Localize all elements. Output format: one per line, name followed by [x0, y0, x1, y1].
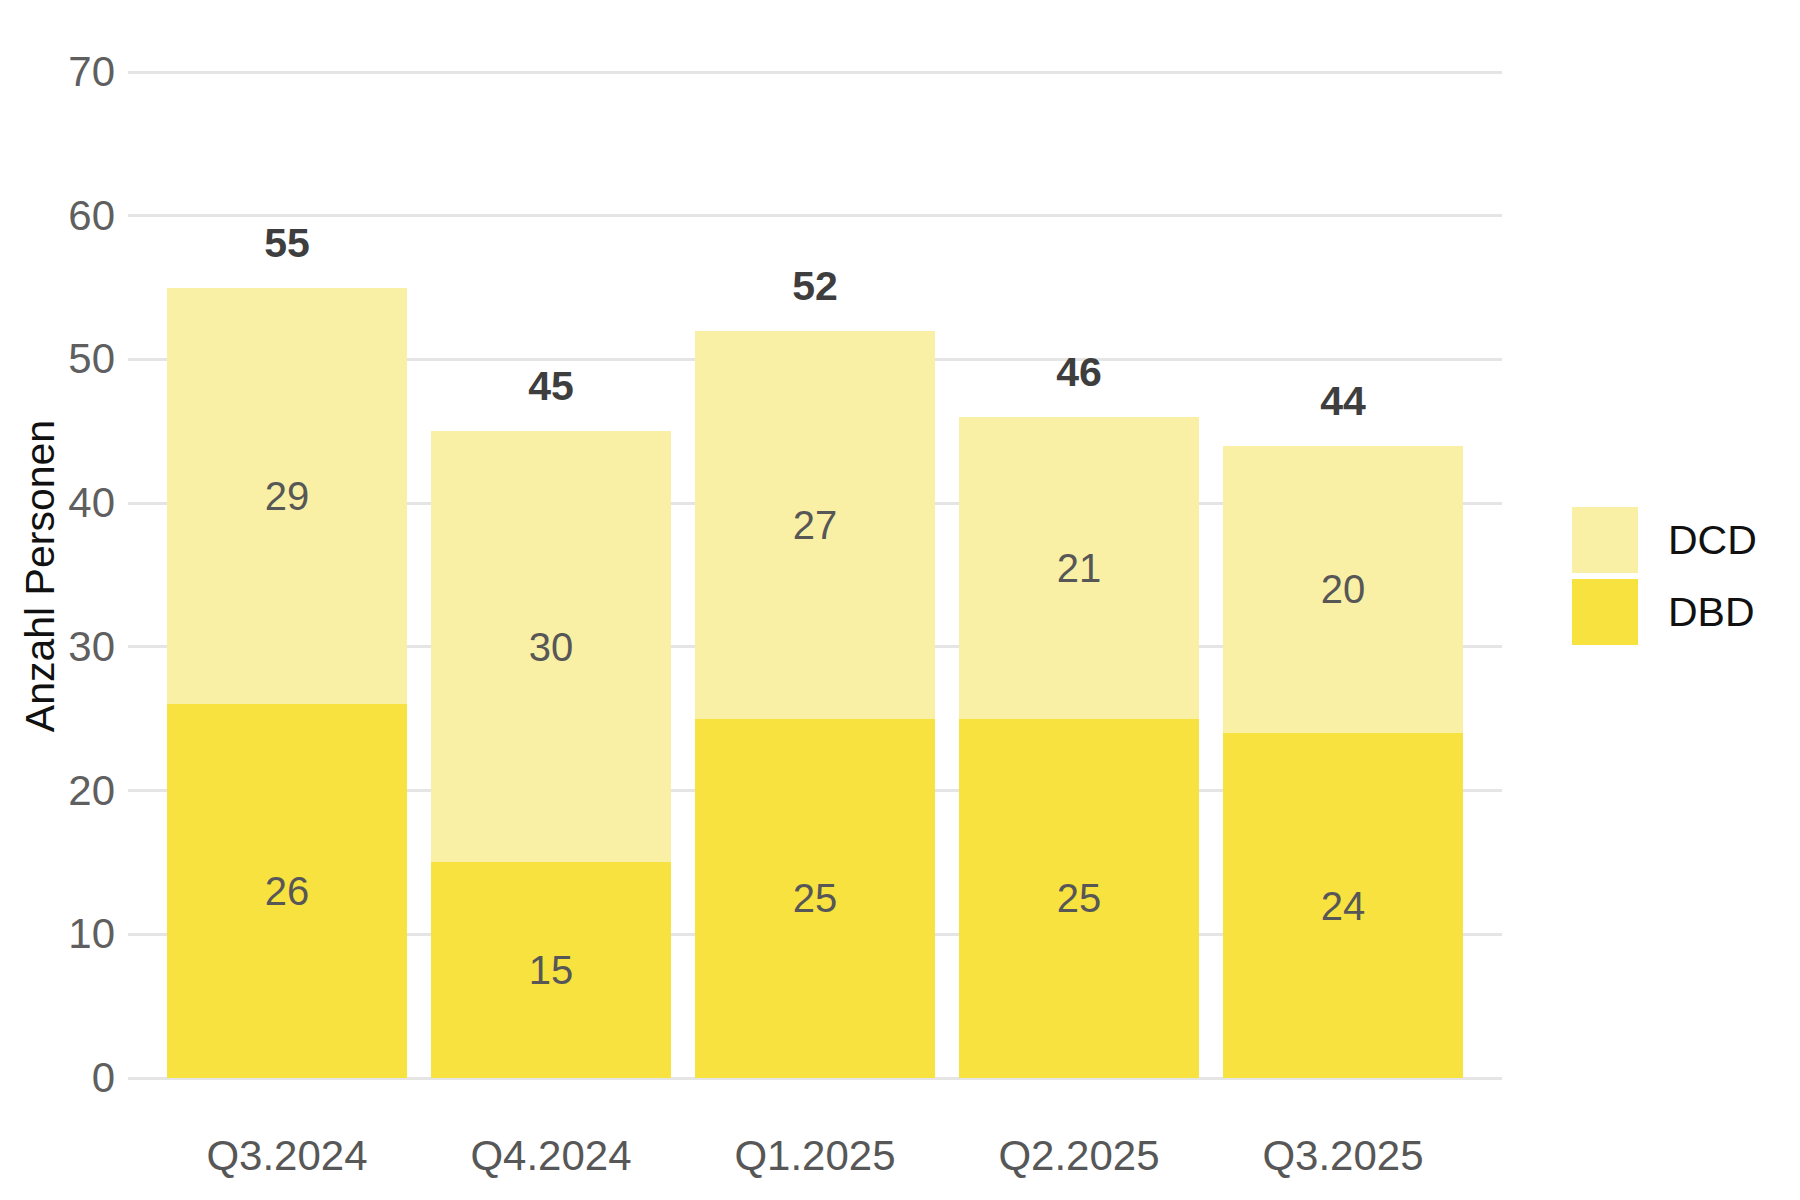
bar-value-label-dcd: 29 — [167, 470, 407, 522]
y-tick-label: 0 — [10, 1052, 115, 1104]
x-tick-label: Q3.2024 — [137, 1130, 437, 1182]
x-tick-label: Q3.2025 — [1193, 1130, 1493, 1182]
y-axis-title: Anzahl Personen — [17, 420, 64, 732]
legend-entry-dcd: DCD — [1572, 507, 1757, 573]
legend-label: DCD — [1668, 507, 1757, 573]
y-tick-label: 50 — [10, 333, 115, 385]
bar-value-label-dbd: 15 — [431, 944, 671, 996]
bar-value-label-dcd: 21 — [959, 542, 1199, 594]
y-tick-label: 70 — [10, 46, 115, 98]
x-tick-label: Q2.2025 — [929, 1130, 1229, 1182]
y-tick-label: 20 — [10, 765, 115, 817]
y-tick-label: 60 — [10, 190, 115, 242]
bar-total-label: 52 — [695, 261, 935, 311]
bar-value-label-dcd: 27 — [695, 499, 935, 551]
legend: DCDDBD — [1572, 507, 1757, 651]
bar-total-label: 45 — [431, 361, 671, 411]
bar-total-label: 44 — [1223, 376, 1463, 426]
bar-value-label-dbd: 25 — [959, 872, 1199, 924]
bar-total-label: 46 — [959, 347, 1199, 397]
y-tick-label: 10 — [10, 908, 115, 960]
bar-value-label-dbd: 26 — [167, 865, 407, 917]
stacked-bar-chart: Anzahl Personen 0 10 20 30 40 50 60 70 26 29 55 15… — [0, 0, 1800, 1200]
gridline — [128, 71, 1502, 74]
x-tick-label: Q1.2025 — [665, 1130, 965, 1182]
legend-label: DBD — [1668, 579, 1755, 645]
bar-value-label-dcd: 30 — [431, 621, 671, 673]
bar-total-label: 55 — [167, 218, 407, 268]
legend-swatch-dcd — [1572, 507, 1638, 573]
bar-value-label-dbd: 25 — [695, 872, 935, 924]
y-tick-label: 40 — [10, 477, 115, 529]
y-tick-label: 30 — [10, 621, 115, 673]
legend-entry-dbd: DBD — [1572, 579, 1757, 645]
x-tick-label: Q4.2024 — [401, 1130, 701, 1182]
bar-value-label-dcd: 20 — [1223, 563, 1463, 615]
legend-swatch-dbd — [1572, 579, 1638, 645]
bar-value-label-dbd: 24 — [1223, 880, 1463, 932]
